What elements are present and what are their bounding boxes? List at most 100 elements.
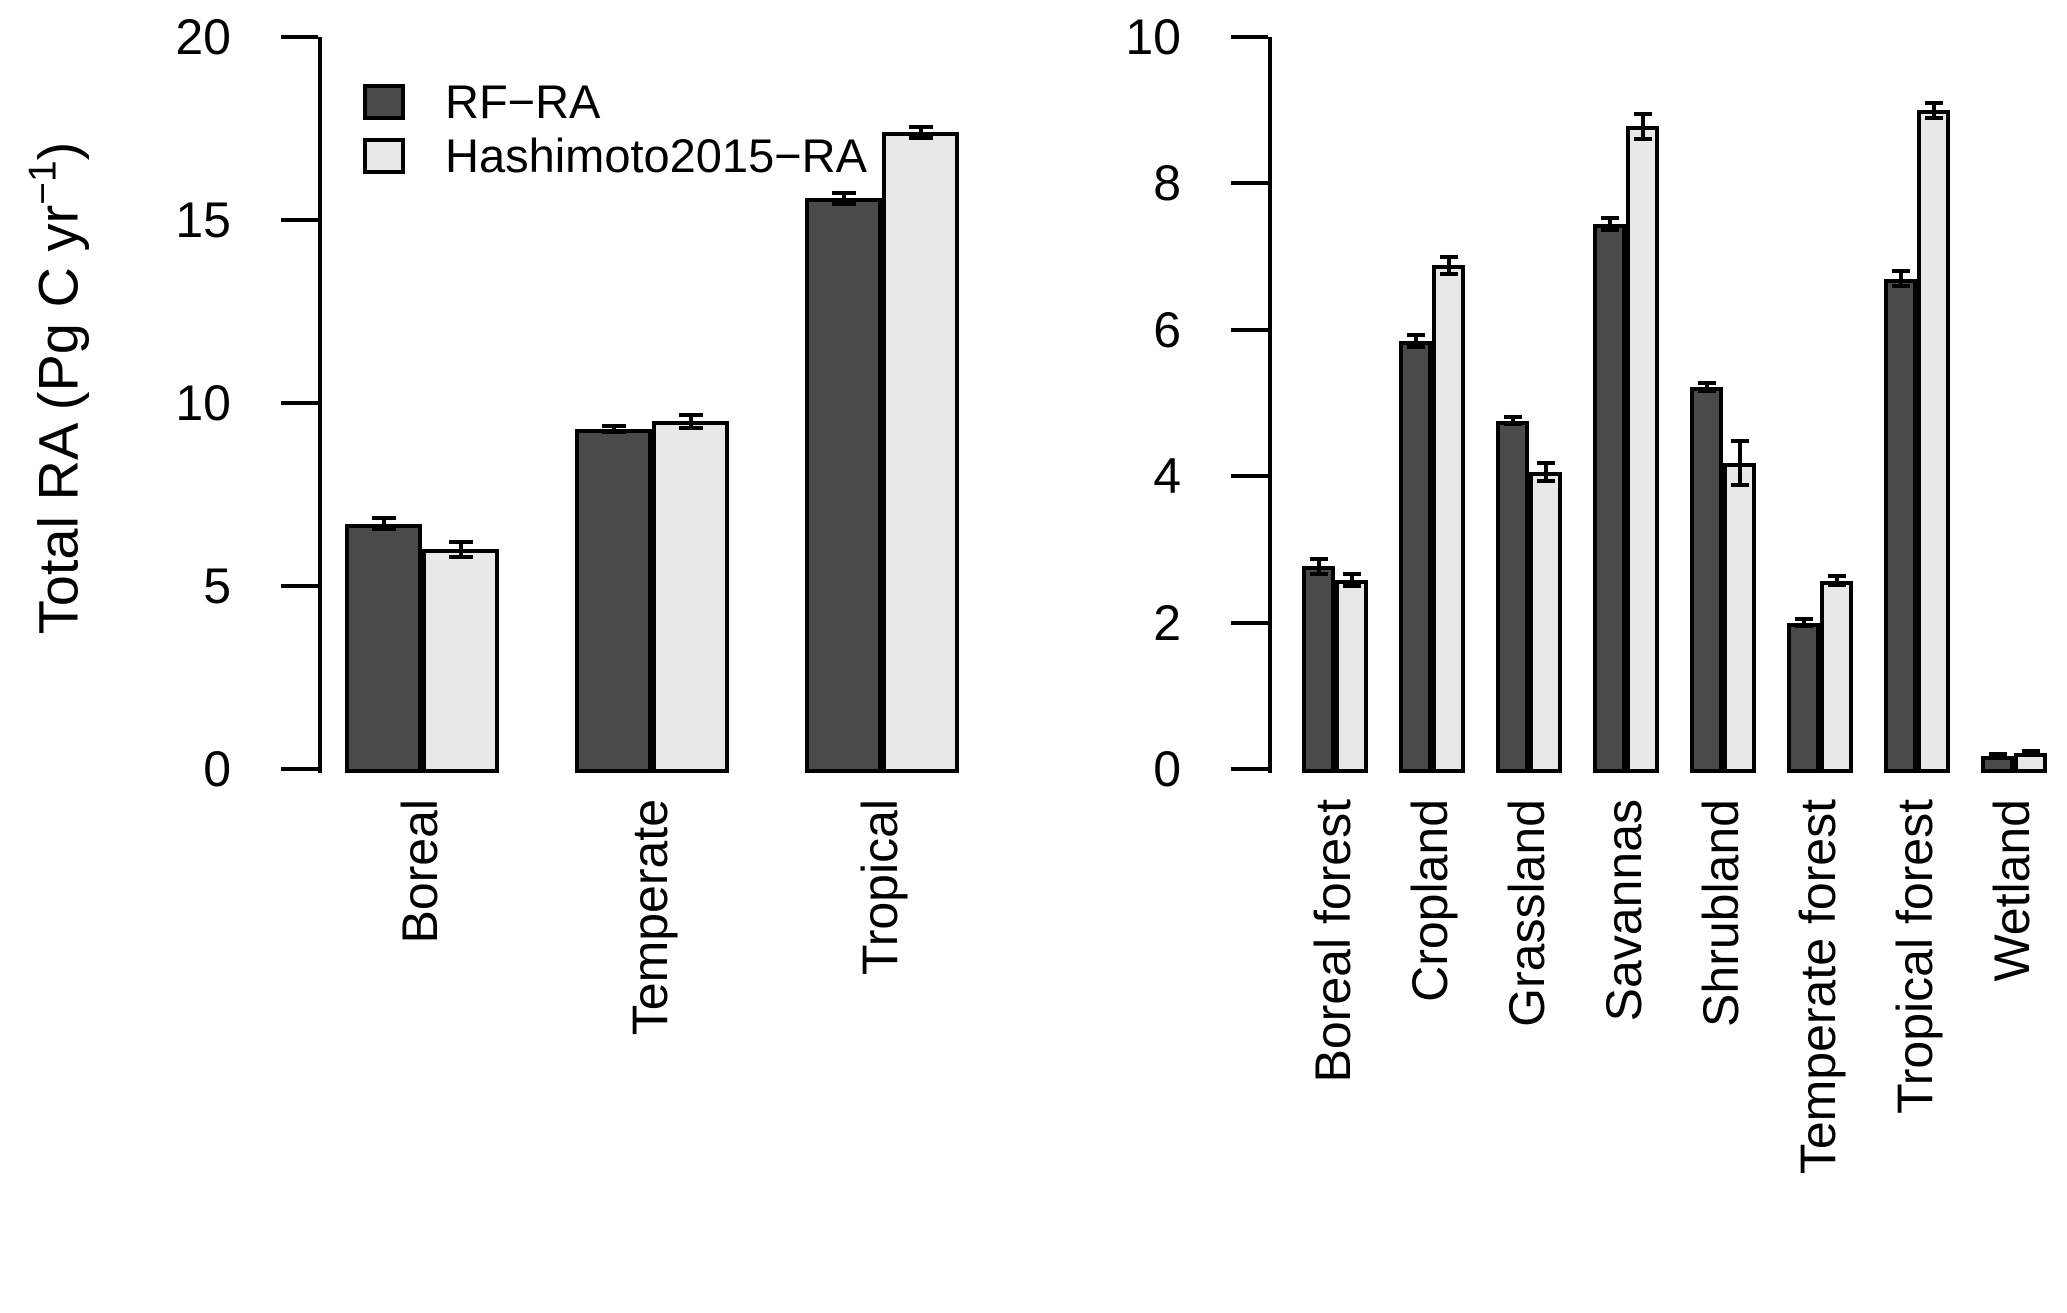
category-label-temperate: Temperate	[622, 799, 678, 1036]
category-label-tropical-forest: Tropical forest	[1887, 799, 1943, 1114]
error-bar-line	[918, 126, 923, 138]
y-axis-tick-label: 0	[1153, 741, 1181, 797]
y-axis-tick	[281, 584, 318, 588]
error-bar-line	[1898, 271, 1903, 286]
bar-rf-ra-cropland	[1399, 340, 1432, 773]
error-bar-cap-bottom	[1600, 227, 1619, 232]
legend-swatch-rf-ra	[363, 84, 405, 120]
error-bar-line	[841, 192, 846, 204]
error-bar-cap-top	[1730, 439, 1749, 444]
error-bar-cap-top	[1600, 215, 1619, 220]
y-axis-tick-label: 5	[203, 558, 231, 614]
y-axis-tick	[1231, 35, 1268, 39]
error-bar-cap-bottom	[678, 425, 703, 430]
y-axis-tick-label: 20	[175, 9, 231, 65]
error-bar-cap-top	[1503, 414, 1522, 419]
error-bar-line	[1316, 558, 1321, 574]
y-axis-label-close: )	[26, 141, 90, 161]
error-bar-cap-bottom	[1988, 756, 2007, 761]
bar-rf-ra-boreal	[345, 523, 422, 773]
legend-item-hashimoto2015-ra: Hashimoto2015−RA	[363, 130, 867, 182]
y-axis-tick	[1231, 327, 1268, 332]
error-bar-line	[1640, 113, 1645, 139]
error-bar-cap-bottom	[1439, 272, 1458, 277]
error-bar-cap-top	[908, 124, 933, 129]
error-bar-cap-top	[601, 423, 626, 428]
error-bar-cap-top	[1633, 111, 1652, 116]
y-axis-tick	[281, 767, 318, 771]
error-bar-cap-top	[1309, 556, 1328, 561]
category-label-boreal-forest: Boreal forest	[1305, 799, 1361, 1083]
error-bar-line	[2028, 750, 2033, 756]
error-bar-cap-top	[1988, 751, 2007, 756]
error-bar-cap-top	[1891, 269, 1910, 274]
bar-hashimoto2015-ra-boreal	[422, 549, 499, 773]
bar-hashimoto2015-ra-tropical-forest	[1917, 110, 1950, 773]
bar-hashimoto2015-ra-cropland	[1432, 265, 1465, 773]
category-label-temperate-forest: Temperate forest	[1790, 799, 1846, 1175]
category-label-wetland: Wetland	[1984, 799, 2040, 982]
bar-rf-ra-boreal-forest	[1302, 566, 1335, 773]
category-label-grassland: Grassland	[1499, 799, 1555, 1027]
category-label-boreal: Boreal	[392, 799, 448, 944]
y-axis-tick-label: 15	[175, 192, 231, 248]
error-bar-line	[1413, 334, 1418, 347]
y-axis-tick-label: 6	[1153, 301, 1181, 358]
error-bar-line	[381, 518, 386, 530]
error-bar-cap-top	[448, 540, 473, 545]
bar-hashimoto2015-ra-grassland	[1529, 471, 1562, 773]
error-bar-cap-bottom	[1503, 422, 1522, 427]
error-bar-line	[1510, 416, 1515, 425]
error-bar-cap-top	[1827, 574, 1846, 579]
bar-hashimoto2015-ra-shrubland	[1723, 463, 1756, 773]
error-bar-line	[1737, 441, 1742, 485]
bar-rf-ra-tropical	[805, 198, 882, 773]
error-bar-cap-bottom	[831, 201, 856, 206]
error-bar-cap-top	[1342, 572, 1361, 577]
error-bar-cap-bottom	[1924, 115, 1943, 120]
error-bar-line	[1801, 618, 1806, 627]
category-label-tropical: Tropical	[852, 799, 908, 975]
bar-rf-ra-tropical-forest	[1884, 278, 1917, 773]
y-axis-line	[318, 37, 322, 773]
error-bar-cap-bottom	[371, 527, 396, 532]
error-bar-cap-bottom	[2021, 753, 2040, 758]
y-axis-tick	[281, 218, 318, 222]
error-bar-line	[1834, 576, 1839, 586]
error-bar-cap-bottom	[1633, 136, 1652, 141]
legend-item-rf-ra: RF−RA	[363, 76, 867, 128]
error-bar-line	[611, 425, 616, 432]
error-bar-cap-top	[1697, 381, 1716, 386]
bar-hashimoto2015-ra-temperate-forest	[1820, 580, 1853, 773]
bar-rf-ra-grassland	[1496, 420, 1529, 773]
error-bar-line	[1543, 463, 1548, 481]
category-label-cropland: Cropland	[1402, 799, 1458, 1002]
error-bar-cap-bottom	[1309, 571, 1328, 576]
y-axis-tick	[1231, 474, 1268, 479]
error-bar-cap-bottom	[1536, 478, 1555, 483]
error-bar-cap-bottom	[1827, 583, 1846, 588]
bar-hashimoto2015-ra-tropical	[882, 132, 959, 773]
error-bar-cap-bottom	[1794, 624, 1813, 629]
y-axis-tick	[1231, 181, 1268, 186]
error-bar-cap-top	[1439, 254, 1458, 259]
error-bar-line	[1931, 102, 1936, 118]
error-bar-cap-top	[1536, 461, 1555, 466]
error-bar-line	[1704, 383, 1709, 391]
legend-label-rf-ra: RF−RA	[445, 75, 601, 128]
error-bar-line	[688, 415, 693, 428]
bar-rf-ra-temperate	[575, 428, 652, 773]
y-axis-tick	[1231, 767, 1268, 771]
error-bar-cap-top	[831, 190, 856, 195]
legend: RF−RA Hashimoto2015−RA	[363, 76, 867, 184]
legend-label-hashimoto2015-ra: Hashimoto2015−RA	[445, 129, 867, 182]
y-axis-tick-label: 0	[203, 741, 231, 797]
error-bar-cap-top	[1794, 616, 1813, 621]
error-bar-cap-bottom	[1730, 482, 1749, 487]
error-bar-line	[1446, 256, 1451, 275]
category-label-shrubland: Shrubland	[1693, 799, 1749, 1027]
error-bar-cap-bottom	[1406, 344, 1425, 349]
bar-rf-ra-shrubland	[1690, 386, 1723, 773]
y-axis-tick-label: 4	[1153, 448, 1181, 505]
error-bar-line	[1995, 753, 2000, 759]
